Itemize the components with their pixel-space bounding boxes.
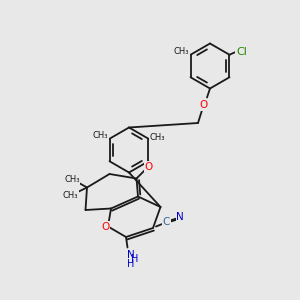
Text: CH₃: CH₃ xyxy=(150,133,165,142)
Text: CH₃: CH₃ xyxy=(174,47,189,56)
Text: H: H xyxy=(131,254,139,265)
Text: O: O xyxy=(200,100,208,110)
Text: CH₃: CH₃ xyxy=(63,190,78,200)
Text: O: O xyxy=(144,161,153,172)
Text: Cl: Cl xyxy=(236,47,247,57)
Text: CH₃: CH₃ xyxy=(64,176,80,184)
Text: N: N xyxy=(127,250,134,260)
Text: N: N xyxy=(176,212,184,223)
Text: H: H xyxy=(128,259,135,269)
Text: C: C xyxy=(163,217,170,227)
Text: CH₃: CH₃ xyxy=(93,131,108,140)
Text: O: O xyxy=(101,221,109,232)
